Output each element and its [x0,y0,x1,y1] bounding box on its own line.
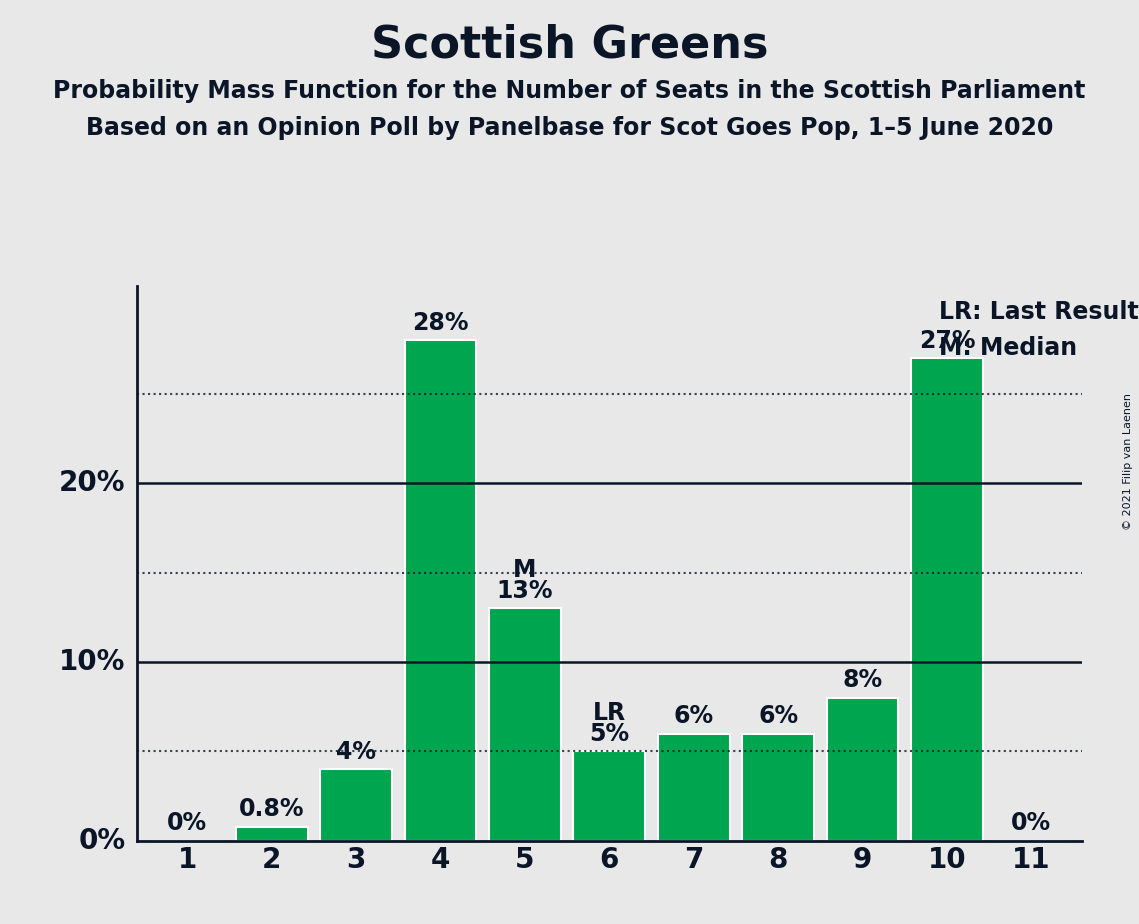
Text: 6%: 6% [673,704,714,728]
Text: LR: LR [592,700,626,724]
Text: Scottish Greens: Scottish Greens [371,23,768,67]
Bar [911,358,983,841]
Bar [827,698,899,841]
Bar [743,734,814,841]
Text: Probability Mass Function for the Number of Seats in the Scottish Parliament: Probability Mass Function for the Number… [54,79,1085,103]
Text: Based on an Opinion Poll by Panelbase for Scot Goes Pop, 1–5 June 2020: Based on an Opinion Poll by Panelbase fo… [85,116,1054,140]
Bar [404,340,476,841]
Text: LR: Last Result: LR: Last Result [939,300,1138,324]
Text: © 2021 Filip van Laenen: © 2021 Filip van Laenen [1123,394,1133,530]
Text: 28%: 28% [412,310,469,334]
Text: 0%: 0% [167,811,207,835]
Text: 10%: 10% [59,648,125,676]
Bar [658,734,730,841]
Text: 13%: 13% [497,579,554,603]
Text: 27%: 27% [919,329,975,353]
Bar [489,608,560,841]
Bar [320,770,392,841]
Text: 0%: 0% [79,827,125,855]
Text: M: M [514,557,536,581]
Text: 4%: 4% [336,740,376,764]
Bar [574,751,645,841]
Text: 8%: 8% [843,668,883,692]
Text: 20%: 20% [59,469,125,497]
Text: 0%: 0% [1011,811,1051,835]
Text: 5%: 5% [589,722,630,746]
Text: 0.8%: 0.8% [239,797,304,821]
Text: 6%: 6% [759,704,798,728]
Bar [236,827,308,841]
Text: M: Median: M: Median [939,336,1076,360]
